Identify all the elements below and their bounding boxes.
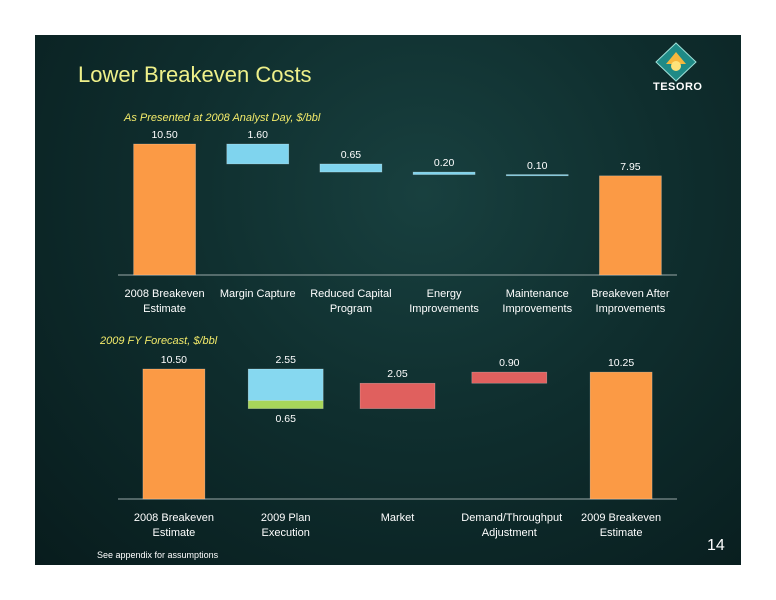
data-label: 0.65 bbox=[340, 148, 362, 161]
data-label: 10.25 bbox=[607, 357, 635, 370]
x-tick-label: Maintenance Improvements bbox=[502, 288, 573, 315]
data-label: 0.10 bbox=[527, 159, 548, 172]
bar bbox=[589, 371, 653, 500]
x-tick-label: 2009 Plan Execution bbox=[260, 512, 311, 539]
bar bbox=[412, 171, 476, 175]
bar bbox=[599, 175, 662, 276]
data-label: 0.65 bbox=[275, 412, 296, 425]
bar bbox=[133, 143, 196, 276]
x-tick-label: Demand/Throughput Adjustment bbox=[461, 512, 563, 539]
slide-title: Lower Breakeven Costs bbox=[78, 62, 312, 87]
data-label: 2.05 bbox=[387, 368, 408, 381]
data-label: 0.20 bbox=[433, 157, 455, 170]
bar bbox=[226, 143, 290, 165]
bar bbox=[359, 382, 436, 409]
page-number: 14 bbox=[707, 537, 725, 554]
data-label: 10.50 bbox=[151, 129, 178, 141]
footnote: See appendix for assumptions bbox=[97, 550, 219, 560]
bar bbox=[505, 174, 569, 177]
x-tick-label: 2009 Breakeven Estimate bbox=[581, 512, 662, 539]
bar bbox=[247, 400, 324, 409]
x-tick-label: Market bbox=[380, 512, 415, 524]
logo-mark bbox=[655, 42, 697, 82]
data-label: 7.95 bbox=[620, 160, 641, 173]
chart-subtitle: As Presented at 2008 Analyst Day, $/bbl bbox=[124, 112, 321, 124]
data-label: 10.50 bbox=[160, 354, 188, 366]
x-tick-label: Margin Capture bbox=[219, 288, 296, 300]
bar bbox=[247, 368, 324, 401]
bar bbox=[471, 371, 548, 384]
data-label: 1.60 bbox=[247, 129, 268, 141]
x-tick-label: Energy Improvements bbox=[409, 288, 479, 315]
x-tick-label: 2008 Breakeven Estimate bbox=[124, 288, 205, 315]
logo-text: TESORO bbox=[653, 81, 703, 93]
bar bbox=[319, 163, 383, 173]
x-tick-label: Breakeven After Improvements bbox=[591, 288, 670, 315]
chart-subtitle: 2009 FY Forecast, $/bbl bbox=[100, 335, 218, 347]
data-label: 2.55 bbox=[275, 354, 296, 366]
data-label: 0.90 bbox=[499, 357, 520, 370]
x-tick-label: Reduced Capital Program bbox=[310, 288, 392, 315]
x-tick-label: 2008 Breakeven Estimate bbox=[133, 512, 214, 539]
bar bbox=[142, 368, 206, 500]
